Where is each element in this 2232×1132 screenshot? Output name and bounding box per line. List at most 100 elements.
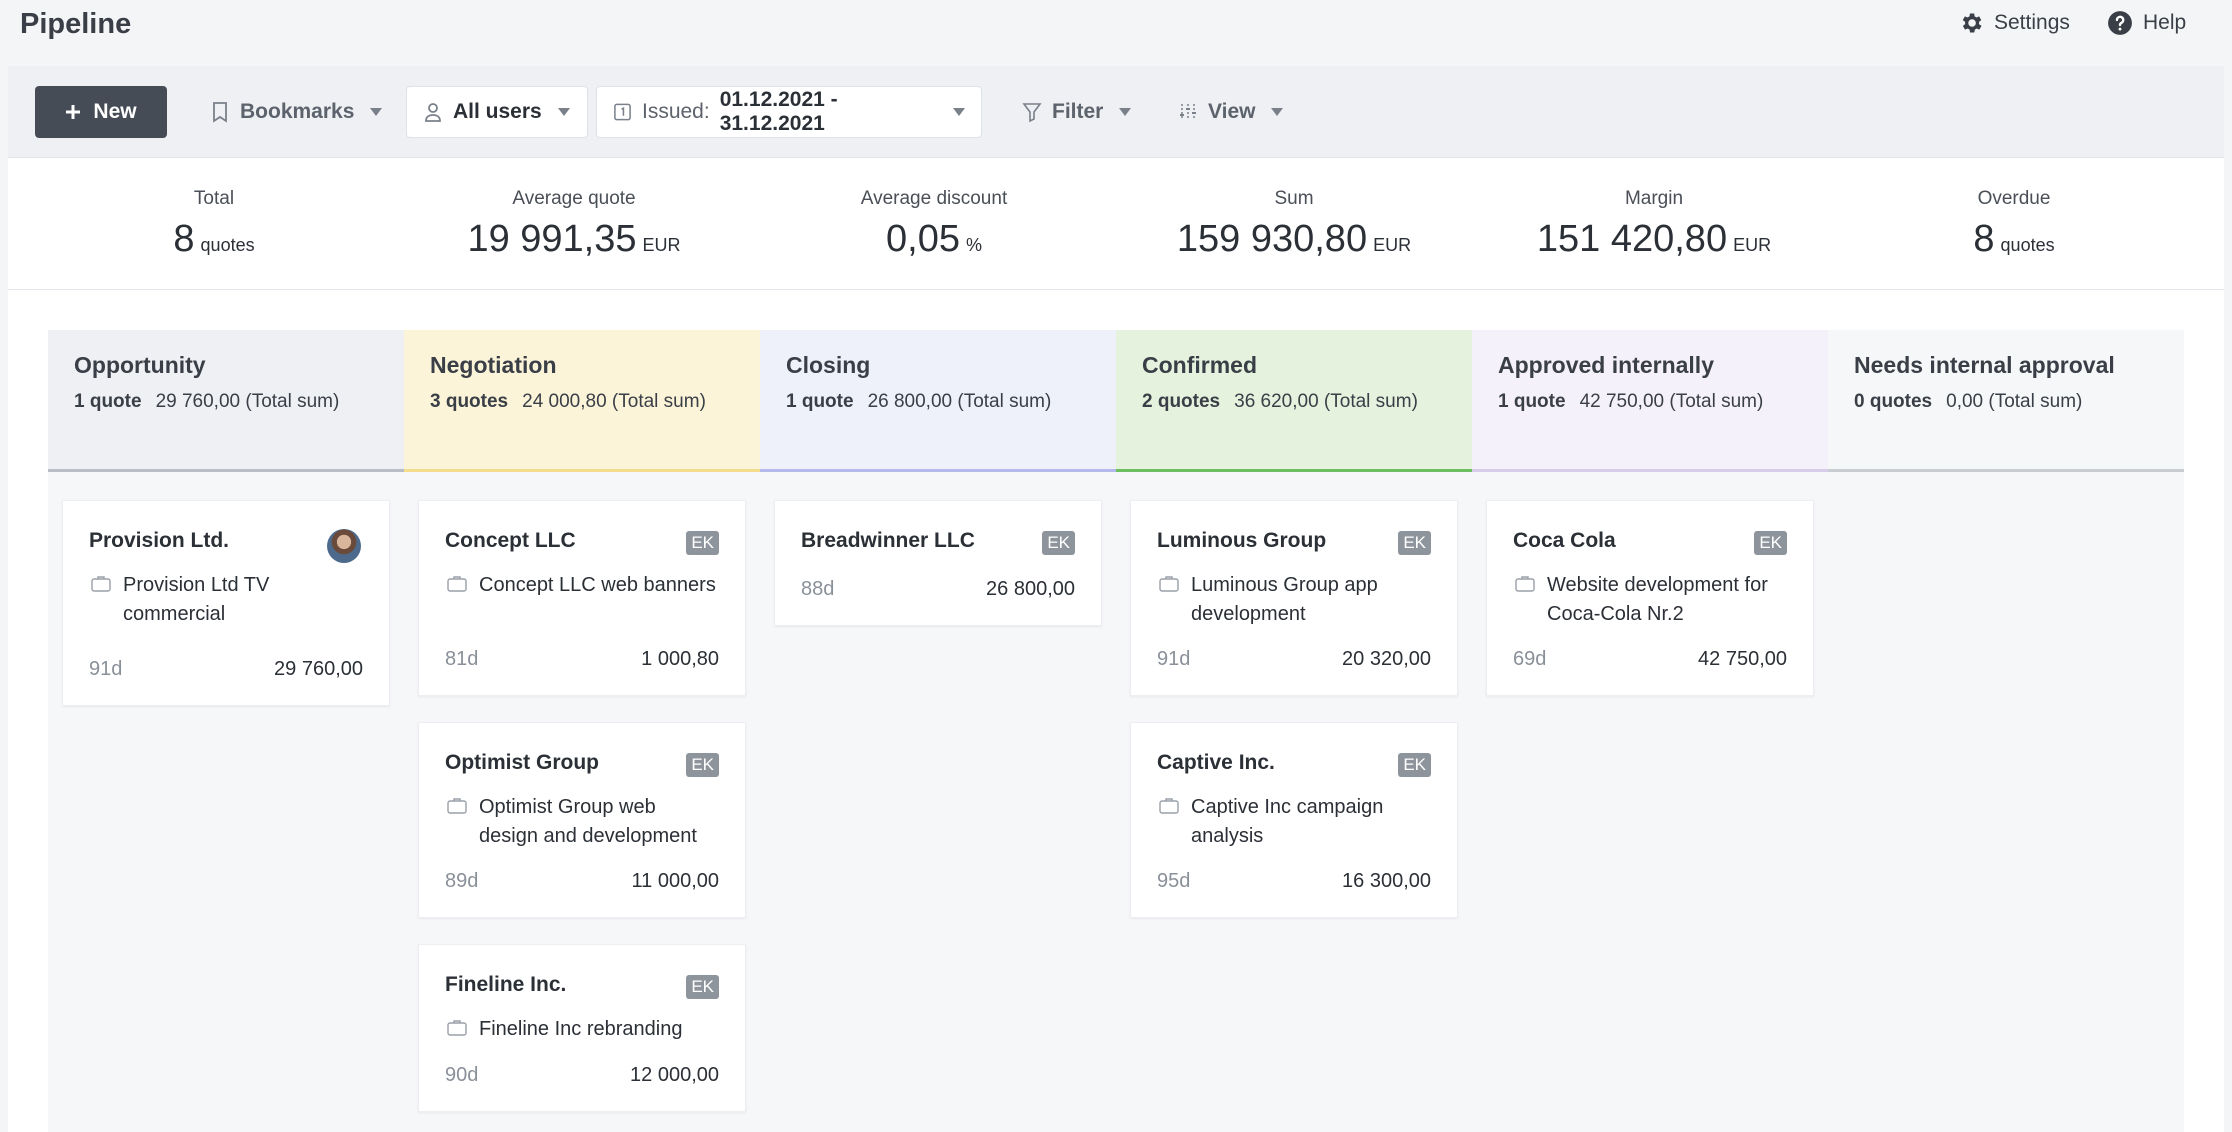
filter-icon xyxy=(1022,103,1042,123)
plus-icon xyxy=(66,105,81,119)
quote-card[interactable]: Optimist Group EK Optimist Group web des… xyxy=(418,722,746,918)
briefcase-icon xyxy=(447,1020,467,1036)
card-company: Luminous Group xyxy=(1157,529,1327,552)
issued-prefix: Issued: xyxy=(641,100,710,123)
column-meta: 1 quote 42 750,00 (Total sum) xyxy=(1498,391,1802,413)
issued-date-dropdown[interactable]: Issued: 01.12.2021 - 31.12.2021 xyxy=(596,86,982,138)
column-header-needs-internal-approval[interactable]: Needs internal approval 0 quotes 0,00 (To… xyxy=(1828,330,2184,472)
card-footer: 90d 12 000,00 xyxy=(445,1064,719,1087)
card-footer: 91d 29 760,00 xyxy=(89,658,363,681)
briefcase-icon xyxy=(447,576,467,592)
owner-badge: EK xyxy=(1398,753,1431,777)
toolbar: New Bookmarks All users Issued: 01.12.20… xyxy=(8,66,2224,158)
card-days: 88d xyxy=(801,578,835,600)
quote-card[interactable]: Fineline Inc. EK Fineline Inc rebranding… xyxy=(418,944,746,1112)
stat-value: 8 quotes xyxy=(34,218,394,261)
card-company: Coca Cola xyxy=(1513,529,1616,552)
column-sum: 0,00 (Total sum) xyxy=(1946,391,2083,412)
issued-range: 01.12.2021 - 31.12.2021 xyxy=(719,88,838,135)
card-days: 91d xyxy=(1157,648,1191,670)
sliders-icon xyxy=(1180,104,1196,120)
caret-down-icon xyxy=(557,108,570,116)
caret-down-icon xyxy=(1119,108,1132,116)
card-company: Optimist Group xyxy=(445,751,599,774)
column-header-closing[interactable]: Closing 1 quote 26 800,00 (Total sum) xyxy=(760,330,1116,472)
caret-down-icon xyxy=(1271,108,1284,116)
filter-dropdown[interactable]: Filter xyxy=(1006,86,1147,138)
stat-label: Average quote xyxy=(512,188,636,209)
card-days: 69d xyxy=(1513,648,1547,670)
stat-value: 19 991,35 EUR xyxy=(394,218,754,261)
quote-card[interactable]: Luminous Group EK Luminous Group app dev… xyxy=(1130,500,1458,696)
owner-badge: EK xyxy=(1042,531,1075,555)
column-name: Needs internal approval xyxy=(1854,352,2115,378)
card-description-text: Luminous Group app development xyxy=(1191,574,1378,625)
card-footer: 95d 16 300,00 xyxy=(1157,870,1431,893)
stat-average-quote: Average quote 19 991,35 EUR xyxy=(394,188,754,261)
view-dropdown[interactable]: View xyxy=(1162,86,1299,138)
stat-unit: quotes xyxy=(200,235,255,255)
column-name: Approved internally xyxy=(1498,352,1714,378)
owner-badge: EK xyxy=(1398,531,1431,555)
new-button[interactable]: New xyxy=(35,86,167,138)
stat-unit: EUR xyxy=(642,235,681,255)
card-company: Provision Ltd. xyxy=(89,529,230,552)
card-amount: 20 320,00 xyxy=(1342,648,1431,670)
card-description: Website development for Coca-Cola Nr.2 xyxy=(1513,571,1787,629)
column-header-approved-internally[interactable]: Approved internally 1 quote 42 750,00 (To… xyxy=(1472,330,1828,472)
column-bar xyxy=(48,469,404,472)
bookmarks-label: Bookmarks xyxy=(240,100,355,123)
column-count: 2 quotes xyxy=(1142,391,1221,412)
column-count: 1 quote xyxy=(1498,391,1566,412)
column-meta: 0 quotes 0,00 (Total sum) xyxy=(1854,391,2158,413)
card-description-text: Fineline Inc rebranding xyxy=(479,1018,683,1040)
column-header-opportunity[interactable]: Opportunity 1 quote 29 760,00 (Total sum) xyxy=(48,330,404,472)
user-icon xyxy=(425,103,441,122)
stat-margin: Margin 151 420,80 EUR xyxy=(1474,188,1834,261)
quote-card[interactable]: Coca Cola EK Website development for Coc… xyxy=(1486,500,1814,696)
stat-value: 0,05% xyxy=(754,218,1114,261)
quote-card[interactable]: Breadwinner LLC EK 88d 26 800,00 xyxy=(774,500,1102,626)
caret-down-icon xyxy=(953,108,965,116)
pipeline-columns: Opportunity 1 quote 29 760,00 (Total sum)… xyxy=(48,330,2184,1132)
card-footer: 88d 26 800,00 xyxy=(801,578,1075,601)
card-description-text: Concept LLC web banners xyxy=(479,574,716,596)
column-count: 3 quotes xyxy=(430,391,509,412)
column-bar xyxy=(1116,469,1472,472)
help-label: Help xyxy=(2143,11,2187,34)
column-header-negotiation[interactable]: Negotiation 3 quotes 24 000,80 (Total sum… xyxy=(404,330,760,472)
column-name: Closing xyxy=(786,352,871,378)
users-label: All users xyxy=(453,100,542,123)
card-footer: 69d 42 750,00 xyxy=(1513,648,1787,671)
bookmarks-dropdown[interactable]: Bookmarks xyxy=(194,86,398,138)
card-description: Optimist Group web design and developmen… xyxy=(445,793,719,851)
help-icon xyxy=(2108,11,2132,35)
stat-unit: EUR xyxy=(1733,235,1772,255)
stat-label: Sum xyxy=(1274,188,1314,209)
calendar-icon xyxy=(614,103,631,121)
stat-label: Total xyxy=(193,188,235,209)
quote-card[interactable]: Provision Ltd. Provision Ltd TV commerci… xyxy=(62,500,390,706)
column-count: 1 quote xyxy=(786,391,854,412)
owner-badge: EK xyxy=(686,531,719,555)
avatar[interactable] xyxy=(327,529,361,563)
card-days: 95d xyxy=(1157,870,1191,892)
gear-icon xyxy=(1962,13,1982,33)
quote-card[interactable]: Concept LLC EK Concept LLC web banners 8… xyxy=(418,500,746,696)
quote-card[interactable]: Captive Inc. EK Captive Inc campaign ana… xyxy=(1130,722,1458,918)
stat-unit: quotes xyxy=(2000,235,2055,255)
users-dropdown[interactable]: All users xyxy=(406,86,588,138)
view-label: View xyxy=(1208,100,1256,123)
column-header-confirmed[interactable]: Confirmed 2 quotes 36 620,00 (Total sum) xyxy=(1116,330,1472,472)
help-link[interactable]: Help xyxy=(2107,10,2186,36)
card-company: Fineline Inc. xyxy=(445,973,567,996)
settings-link[interactable]: Settings xyxy=(1958,10,2070,36)
card-description-text: Optimist Group web design and developmen… xyxy=(479,796,697,847)
stat-unit: % xyxy=(965,235,982,255)
settings-label: Settings xyxy=(1994,11,2070,34)
stat-average-discount: Average discount 0,05% xyxy=(754,188,1114,261)
pipeline-board: Opportunity 1 quote 29 760,00 (Total sum)… xyxy=(8,290,2224,1132)
stat-number: 0,05 xyxy=(886,218,960,260)
column-meta: 2 quotes 36 620,00 (Total sum) xyxy=(1142,391,1446,413)
card-amount: 29 760,00 xyxy=(274,658,363,680)
